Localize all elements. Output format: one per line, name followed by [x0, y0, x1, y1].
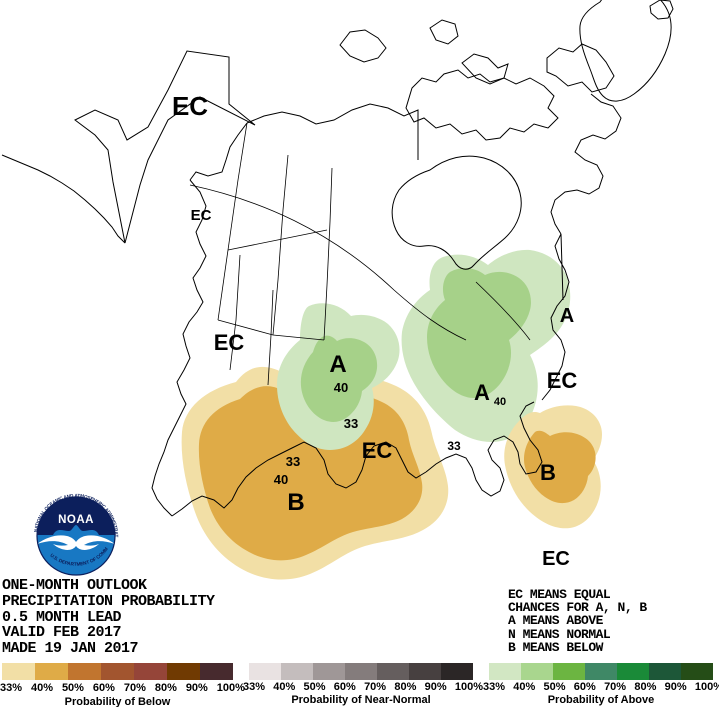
svg-text:B: B	[287, 489, 304, 516]
svg-text:33: 33	[447, 439, 461, 453]
svg-text:EC: EC	[362, 438, 393, 463]
svg-text:B: B	[540, 460, 556, 485]
svg-text:A: A	[329, 351, 346, 378]
svg-text:EC: EC	[191, 207, 212, 224]
svg-text:33: 33	[344, 416, 358, 431]
svg-text:EC: EC	[547, 368, 578, 393]
svg-text:EC: EC	[542, 548, 570, 570]
svg-text:40: 40	[274, 472, 288, 487]
svg-text:40: 40	[334, 380, 348, 395]
svg-text:EC: EC	[172, 91, 208, 121]
svg-text:33: 33	[286, 454, 300, 469]
svg-text:EC: EC	[214, 330, 245, 355]
svg-text:A: A	[474, 380, 490, 405]
svg-text:NOAA: NOAA	[58, 514, 94, 526]
svg-text:A: A	[560, 305, 574, 327]
svg-text:40: 40	[494, 396, 506, 408]
